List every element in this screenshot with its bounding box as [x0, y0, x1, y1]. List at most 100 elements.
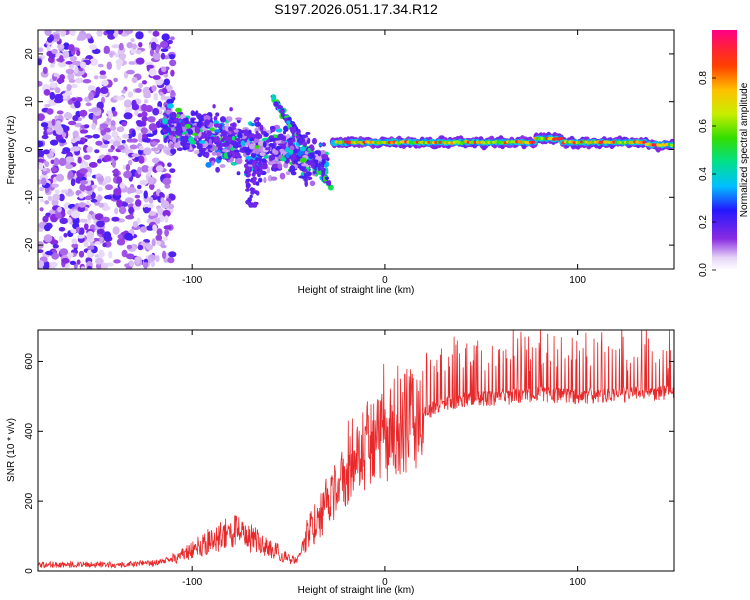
spectrogram-cell-1992	[244, 159, 249, 163]
spectrogram-cell-843	[103, 140, 110, 145]
spectrogram-cell-688	[95, 86, 101, 95]
spectrogram-cell-735	[86, 231, 95, 239]
spectrogram-cell-191	[63, 232, 68, 238]
spectrogram-cell-692	[68, 79, 76, 83]
spectrogram-cell-531	[49, 63, 55, 68]
spectrogram-cell-821	[54, 87, 61, 94]
spectrogram-cell-641	[126, 41, 134, 49]
spectrogram-cell-429	[100, 96, 106, 104]
spectrogram-cell-823	[45, 250, 54, 256]
spectrogram-cell-209	[80, 266, 85, 269]
spectrogram-cell-696	[100, 86, 109, 94]
spectrogram-cell-1657	[160, 106, 166, 110]
spectrogram-cell-659	[137, 132, 143, 141]
spectrogram-cell-597	[106, 61, 113, 70]
spectrogram-cell-522	[46, 108, 54, 115]
spectrogram-cell-722	[71, 138, 77, 144]
spectrogram-cell-856	[135, 57, 145, 65]
spectrogram-cell-1624	[263, 177, 267, 184]
spectrogram-cell-678	[68, 44, 75, 52]
spectrogram-cell-320	[79, 109, 88, 117]
spectrogram-cell-1387	[254, 121, 262, 127]
spectrogram-cell-889	[43, 234, 53, 243]
spectrogram-cell-1767	[293, 159, 298, 164]
colorbar-gradient	[712, 30, 737, 270]
spectrogram-cell-736	[115, 58, 124, 66]
spectrogram-cell-1972	[245, 178, 251, 182]
spectrogram-cell-645	[59, 138, 67, 144]
spectrogram-cell-1919	[326, 180, 331, 184]
spectrogram-cell-771	[163, 225, 172, 230]
spectrogram-cell-368	[169, 59, 177, 67]
spectrogram-cell-1778	[298, 175, 306, 179]
spectrogram-cell-355	[52, 193, 60, 201]
spectrogram-cell-35	[150, 260, 156, 268]
spectrogram-cell-152	[39, 207, 44, 212]
spectrogram-cell-767	[140, 127, 148, 135]
spectrogram-cell-676	[56, 110, 64, 115]
spectrogram-cell-693	[68, 120, 77, 126]
spectrogram-cell-1924	[286, 120, 291, 124]
spectrogram-cell-216	[38, 179, 42, 185]
colorbar-tick-label: 0.0	[698, 263, 709, 277]
spectrogram-cell-985	[267, 175, 273, 182]
spectrogram-cell-385	[99, 144, 109, 149]
spectrogram-cell-1313	[170, 148, 177, 155]
spectrogram-cell-709	[51, 252, 59, 260]
spectrogram-cell-602	[119, 52, 126, 60]
spectrogram-cell-1978	[245, 188, 250, 192]
spectrogram-cell-734	[103, 45, 111, 54]
spectrogram-cell-1754	[321, 154, 328, 160]
spectrogram-cell-287	[85, 102, 92, 107]
spectrogram-cell-1766	[233, 129, 239, 133]
spectrogram-cell-1938	[307, 148, 311, 152]
spectrogram-cell-1739	[203, 115, 211, 121]
spectrogram-cell-1746	[237, 132, 243, 139]
spectrogram-cell-758	[99, 74, 107, 80]
spectrogram-cell-546	[86, 146, 93, 153]
spectrogram-cell-1629	[230, 162, 238, 166]
spectrogram-cell-2545	[670, 143, 674, 147]
spectrogram-cell-376	[140, 226, 147, 233]
spectrogram-cell-1529	[210, 127, 215, 132]
spectrogram-cell-808	[160, 52, 166, 60]
spectrogram-cell-888	[55, 213, 63, 219]
spectrogram-cell-840	[160, 216, 164, 223]
spectrogram-cell-759	[164, 215, 169, 223]
spectrogram-cell-1995	[245, 166, 250, 171]
spectrogram-cell-854	[170, 90, 175, 95]
spectrogram-cell-1733	[285, 152, 290, 158]
spectrogram-cell-871	[55, 173, 65, 182]
spectrogram-cell-1740	[230, 147, 235, 151]
spectrogram-cell-884	[43, 89, 51, 96]
spectrogram-cell-755	[131, 153, 140, 158]
spectrogram-cell-707	[55, 30, 61, 33]
spectrogram-cell-744	[60, 189, 69, 194]
spectrogram-cell-1341	[194, 150, 200, 155]
spectrogram-cell-1001	[229, 107, 233, 112]
spectrogram-cell-654	[44, 200, 50, 205]
spectrogram-cell-1999	[249, 187, 255, 192]
spectrogram-cell-71	[149, 183, 155, 191]
spectrogram-cell-592	[78, 193, 85, 199]
spectrogram-cell-1574	[318, 143, 323, 147]
snr-series-line	[38, 330, 674, 569]
snr-xlabel: Height of straight line (km)	[298, 585, 415, 596]
spectrogram-cell-917	[275, 128, 283, 133]
spectrogram-cell-295	[97, 186, 103, 192]
spectrogram-cell-254	[50, 139, 59, 146]
spectrogram-cell-290	[125, 164, 131, 172]
spectrogram-x-ticks: -100 0 100	[182, 30, 586, 286]
spectrogram-cell-729	[160, 94, 166, 101]
spectrogram-cell-826	[41, 167, 48, 172]
spectrogram-cell-1991	[257, 167, 261, 173]
spectrogram-cell-1163	[261, 158, 267, 163]
spectrogram-cell-17	[78, 250, 85, 258]
spectrogram-cell-1986	[249, 194, 253, 199]
spectrogram-cell-1933	[299, 146, 306, 152]
spectrogram-cell-702	[141, 116, 148, 122]
spectrogram-cell-895	[124, 232, 133, 241]
spectrogram-cell-369	[83, 154, 91, 160]
spectrogram-cell-832	[59, 55, 64, 63]
chart-title: S197.2026.051.17.34.R12	[274, 1, 438, 17]
